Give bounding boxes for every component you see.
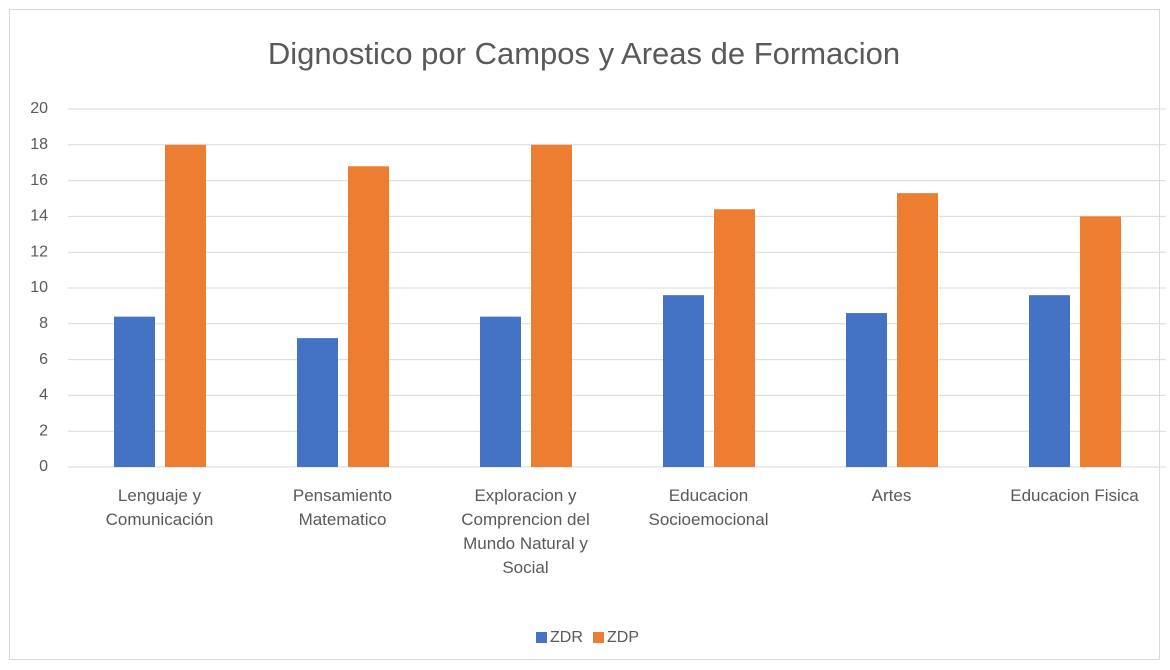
bar [348, 166, 389, 467]
y-tick-label: 18 [30, 136, 48, 153]
legend-swatch [593, 632, 604, 643]
bar [663, 295, 704, 467]
y-tick-label: 10 [30, 279, 48, 296]
x-tick-label: Pensamiento Matematico [292, 486, 393, 529]
chart-title: Dignostico por Campos y Areas de Formaci… [268, 36, 900, 71]
legend-label: ZDR [550, 629, 583, 646]
y-tick-label: 6 [39, 351, 48, 368]
bar [897, 193, 938, 467]
y-tick-label: 2 [39, 422, 48, 439]
y-tick-label: 14 [30, 208, 48, 225]
x-tick-label: Lenguaje y Comunicación [105, 486, 214, 529]
bar [531, 144, 572, 468]
legend-label: ZDP [607, 629, 639, 646]
legend-swatch [536, 632, 547, 643]
y-tick-label: 16 [30, 172, 48, 189]
y-tick-label: 8 [39, 315, 48, 332]
x-tick-label: Artes [871, 486, 912, 505]
bar [1080, 216, 1121, 467]
x-tick-label: Educacion Fisica [1010, 486, 1139, 505]
bar [846, 313, 887, 467]
y-tick-label: 4 [39, 387, 48, 404]
y-tick-label: 12 [30, 243, 48, 260]
x-tick-label: Exploracion y Comprencion del Mundo Natu… [461, 486, 590, 577]
x-tick-label: Educacion Socioemocional [648, 486, 769, 529]
bar [297, 338, 338, 467]
bar [1029, 295, 1070, 467]
y-tick-label: 20 [30, 100, 48, 117]
bar [480, 316, 521, 467]
bar [714, 209, 755, 468]
bar [165, 144, 206, 468]
y-tick-label: 0 [39, 458, 48, 475]
bar [114, 316, 155, 467]
